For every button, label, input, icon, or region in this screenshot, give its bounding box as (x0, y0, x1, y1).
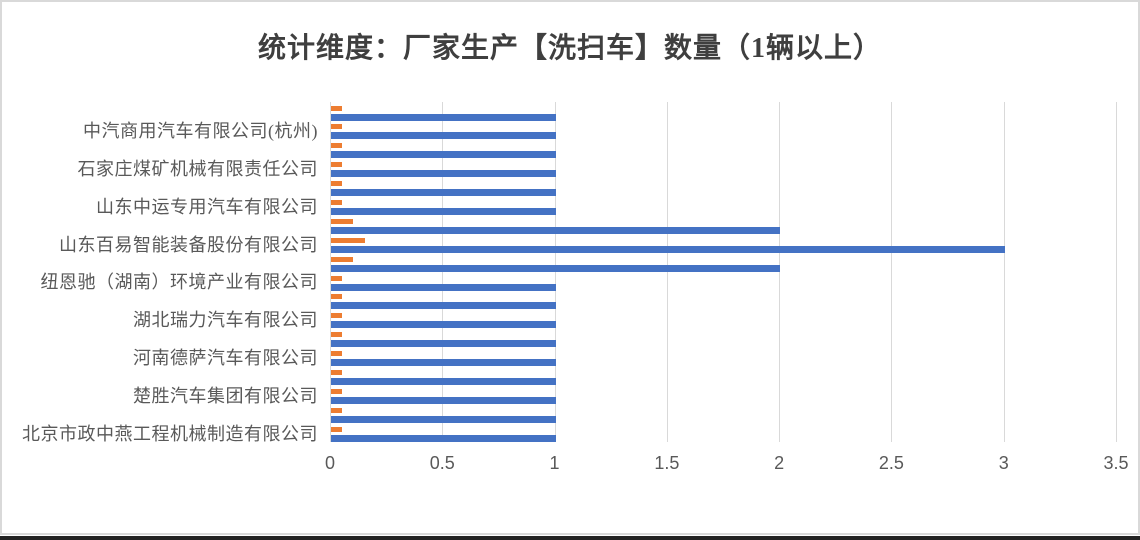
y-axis-category-label: 山东中运专用汽车有限公司 (96, 196, 318, 217)
orange-bar (331, 332, 343, 338)
bar-row (330, 291, 1116, 310)
orange-bar (331, 294, 343, 300)
bar-row (330, 140, 1116, 159)
bar-row (330, 272, 1116, 291)
bar-row (330, 178, 1116, 197)
x-axis-tick-label: 2.5 (878, 453, 904, 473)
bottom-edge-line (0, 536, 1140, 540)
blue-bar (331, 340, 556, 348)
orange-bar (331, 426, 343, 432)
bar-row (330, 196, 1116, 215)
bar-row (330, 348, 1116, 367)
orange-bar (331, 143, 343, 149)
blue-bar (331, 434, 556, 442)
gridline (442, 102, 444, 442)
gridline (1003, 102, 1005, 442)
bar-row (330, 159, 1116, 178)
gridline (779, 102, 781, 442)
blue-bar (331, 283, 556, 291)
orange-bar (331, 313, 343, 319)
blue-bar (331, 302, 556, 310)
bar-row (330, 234, 1116, 253)
y-axis-category-label: 楚胜汽车集团有限公司 (133, 385, 318, 406)
y-axis-category-label: 纽恩驰（湖南）环境产业有限公司 (40, 272, 318, 293)
blue-bar (331, 226, 781, 234)
x-axis-tick-label: 0 (324, 453, 335, 473)
chart-title: 统计维度：厂家生产【洗扫车】数量（1辆以上） (257, 33, 882, 64)
blue-bar (331, 245, 1005, 253)
blue-bar (331, 264, 781, 272)
orange-bar (331, 105, 343, 111)
bar-row (330, 423, 1116, 442)
orange-bar (331, 199, 343, 205)
gridline (554, 102, 556, 442)
bar-row (330, 121, 1116, 140)
orange-bar (331, 407, 343, 413)
y-axis-category-label: 石家庄煤矿机械有限责任公司 (77, 159, 318, 180)
bar-row (330, 366, 1116, 385)
orange-bar (331, 388, 343, 394)
blue-bar (331, 321, 556, 329)
blue-bar (331, 207, 556, 215)
x-axis-tick-label: 3 (998, 453, 1009, 473)
y-axis-category-label: 山东百易智能装备股份有限公司 (59, 234, 318, 255)
gridline (891, 102, 893, 442)
bar-row (330, 329, 1116, 348)
orange-bar (331, 369, 343, 375)
y-axis-labels: 中汽商用汽车有限公司(杭州) 石家庄煤矿机械有限责任公司山东中运专用汽车有限公司山… (0, 102, 330, 444)
gridline (330, 102, 331, 442)
x-axis-tick-label: 0.5 (429, 453, 455, 473)
orange-bar (331, 256, 354, 262)
bar-row (330, 404, 1116, 423)
y-axis-category-label: 中汽商用汽车有限公司(杭州) (83, 121, 318, 142)
blue-bar (331, 151, 556, 159)
bar-row (330, 310, 1116, 329)
orange-bar (331, 124, 343, 130)
gridline (1116, 102, 1117, 442)
y-axis-category-label: 北京市政中燕工程机械制造有限公司 (22, 423, 318, 444)
blue-bar (331, 132, 556, 140)
bar-row (330, 253, 1116, 272)
bar-row (330, 385, 1116, 404)
x-axis-tick-label: 1.5 (654, 453, 680, 473)
orange-bar (331, 162, 343, 168)
orange-bar (331, 275, 343, 281)
bar-row (330, 102, 1116, 121)
blue-bar (331, 377, 556, 385)
orange-bar (331, 218, 354, 224)
bar-row (330, 215, 1116, 234)
gridline (666, 102, 668, 442)
x-axis-tick-label: 1 (549, 453, 560, 473)
y-axis-category-label: 河南德萨汽车有限公司 (133, 347, 318, 368)
x-axis-tick-label: 3.5 (1103, 453, 1129, 473)
blue-bar (331, 415, 556, 423)
orange-bar (331, 351, 343, 357)
y-axis-category-label: 湖北瑞力汽车有限公司 (133, 310, 318, 331)
blue-bar (331, 189, 556, 197)
blue-bar (331, 396, 556, 404)
orange-bar (331, 237, 365, 243)
blue-bar (331, 113, 556, 121)
blue-bar (331, 170, 556, 178)
orange-bar (331, 181, 343, 187)
plot-area (330, 102, 1117, 442)
x-axis-tick-labels: 0 0.5 1 1.5 2 2.5 3 3.5 (325, 453, 1129, 475)
blue-bar (331, 359, 556, 367)
x-axis-tick-label: 2 (774, 453, 785, 473)
